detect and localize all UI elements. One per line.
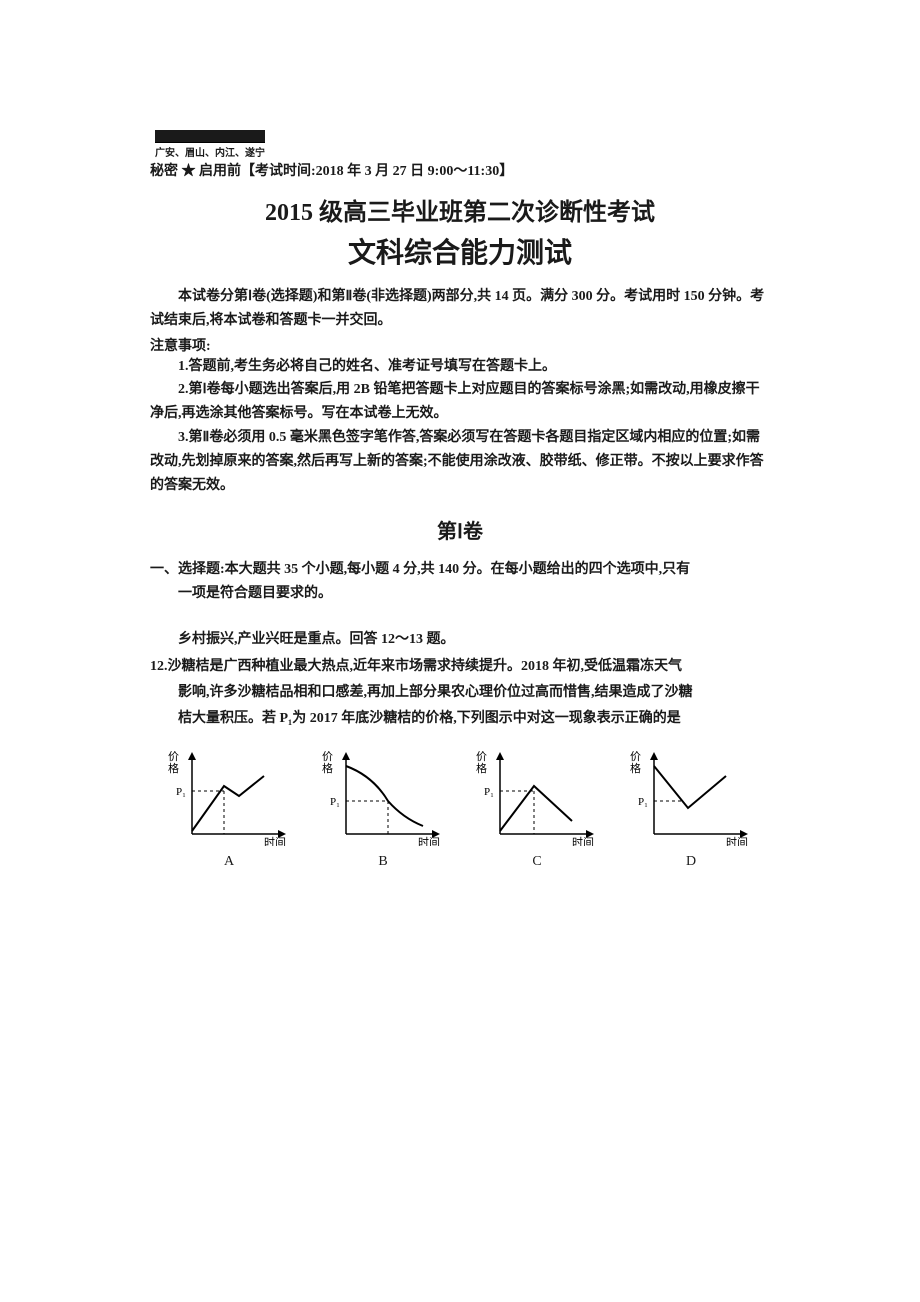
section-1-header: 第Ⅰ卷 <box>150 515 770 544</box>
intro-paragraph: 本试卷分第Ⅰ卷(选择题)和第Ⅱ卷(非选择题)两部分,共 14 页。满分 300 … <box>150 285 770 333</box>
svg-text:格: 格 <box>476 761 487 775</box>
section-q-intro-1: 一、选择题:本大题共 35 个小题,每小题 4 分,共 140 分。在每小题给出… <box>150 558 770 582</box>
svg-text:P₁: P₁ <box>484 786 494 798</box>
notice-item-2: 2.第Ⅰ卷每小题选出答案后,用 2B 铅笔把答题卡上对应题目的答案标号涂黑;如需… <box>150 378 770 426</box>
question-context: 乡村振兴,产业兴旺是重点。回答 12～13 题。 <box>150 628 770 648</box>
svg-text:价: 价 <box>322 750 333 763</box>
q12-line2: 影响,许多沙糖桔品相和口感差,再加上部分果农心理价位过高而惜售,结果造成了沙糖 <box>150 680 770 706</box>
svg-text:P₁: P₁ <box>330 796 340 808</box>
option-label-b: B <box>378 854 387 870</box>
option-label-c: C <box>532 854 541 870</box>
topmark-regions: 广安、眉山、内江、遂宁 <box>155 142 265 159</box>
q12-line3: 桔大量积压。若 P₁为 2017 年底沙糖桔的价格,下列图示中对这一现象表示正确… <box>150 706 770 732</box>
chart-d-svg: 价 格 时间 P₁ <box>626 746 756 846</box>
title-main: 2015 级高三毕业班第二次诊断性考试 <box>150 192 770 227</box>
option-label-a: A <box>224 854 234 870</box>
svg-text:时间: 时间 <box>726 836 748 846</box>
chart-a-svg: 价 格 时间 P₁ <box>164 746 294 846</box>
svg-text:价: 价 <box>630 750 641 763</box>
title-sub: 文科综合能力测试 <box>150 231 770 271</box>
chart-b-svg: 价 格 时间 P₁ <box>318 746 448 846</box>
chart-option-c: 价 格 时间 P₁ C <box>472 746 602 870</box>
notice-item-3: 3.第Ⅱ卷必须用 0.5 毫米黑色签字笔作答,答案必须写在答题卡各题目指定区域内… <box>150 426 770 497</box>
curve-b <box>346 766 423 826</box>
svg-text:时间: 时间 <box>572 836 594 846</box>
notice-item-1: 1.答题前,考生务必将自己的姓名、准考证号填写在答题卡上。 <box>150 355 770 379</box>
svg-text:时间: 时间 <box>418 836 440 846</box>
option-label-d: D <box>686 854 696 870</box>
p1-label: P₁ <box>176 786 186 798</box>
q12-line1: 12.沙糖桔是广西种植业最大热点,近年来市场需求持续提升。2018 年初,受低温… <box>150 654 770 680</box>
y-axis-label: 价 <box>168 750 179 763</box>
secret-line: 秘密 ★ 启用前【考试时间:2018 年 3 月 27 日 9:00～11:30… <box>150 160 770 180</box>
curve-c <box>500 786 572 831</box>
chart-option-d: 价 格 时间 P₁ D <box>626 746 756 870</box>
chart-option-b: 价 格 时间 P₁ B <box>318 746 448 870</box>
svg-text:价: 价 <box>476 750 487 763</box>
chart-c-svg: 价 格 时间 P₁ <box>472 746 602 846</box>
chart-option-a: 价 格 时间 P₁ A <box>164 746 294 870</box>
charts-row: 价 格 时间 P₁ A 价 格 时间 <box>150 746 770 870</box>
exam-region-mark: 广安、眉山、内江、遂宁 <box>155 130 265 159</box>
svg-text:格: 格 <box>168 761 179 775</box>
svg-text:P₁: P₁ <box>638 796 648 808</box>
topmark-black-bar <box>155 130 265 142</box>
x-axis-label: 时间 <box>264 836 286 846</box>
svg-text:格: 格 <box>322 761 333 775</box>
curve-d <box>654 766 726 808</box>
svg-text:格: 格 <box>630 761 641 775</box>
curve-a <box>192 776 264 831</box>
notice-heading: 注意事项: <box>150 335 770 355</box>
section-q-intro-2: 一项是符合题目要求的。 <box>150 582 770 606</box>
